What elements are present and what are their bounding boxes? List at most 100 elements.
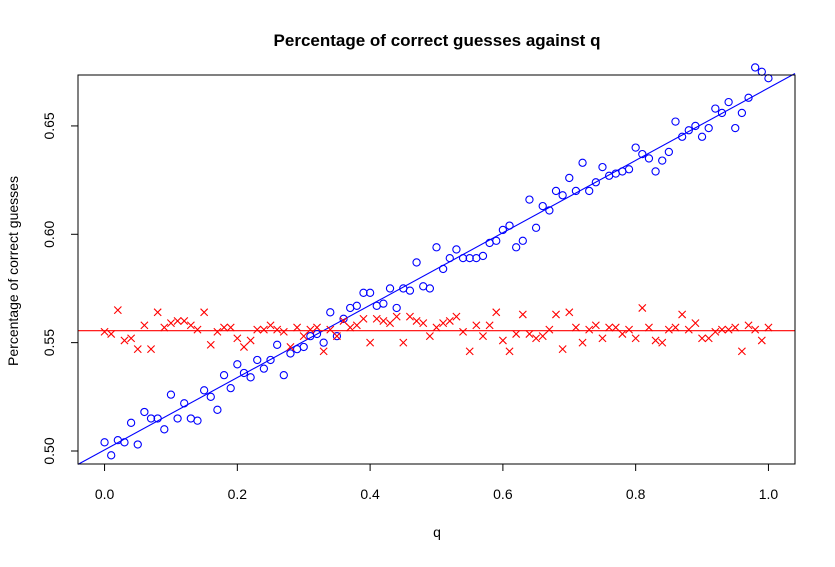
series-0-point — [133, 440, 142, 449]
series-0-point — [299, 342, 308, 352]
series-0-point — [219, 370, 229, 380]
series-1-point — [565, 308, 574, 317]
series-1-point — [233, 334, 242, 343]
cross-stroke — [671, 323, 680, 332]
series-1-point — [392, 312, 401, 321]
cross-stroke — [186, 321, 195, 330]
series-1-point — [737, 347, 746, 356]
series-1-point — [585, 325, 594, 334]
series-1-point — [180, 316, 189, 325]
cross-stroke — [399, 338, 408, 347]
series-0-point — [697, 132, 707, 141]
cross-stroke — [578, 338, 587, 347]
series-1-point — [465, 347, 474, 356]
cross-stroke — [485, 321, 494, 330]
series-0-point — [319, 338, 328, 347]
series-0-point — [326, 308, 335, 317]
series-1-point — [445, 316, 454, 325]
cross-stroke — [386, 319, 395, 328]
cross-stroke — [585, 325, 594, 334]
series-1-point — [386, 319, 395, 328]
cross-stroke — [565, 308, 574, 317]
series-1-point — [591, 321, 600, 330]
series-1-point — [711, 327, 720, 336]
x-tick-label: 0.8 — [626, 486, 646, 502]
cross-stroke — [359, 314, 368, 323]
series-0-point — [425, 284, 435, 293]
series-1-point — [578, 338, 587, 347]
series-0-point — [120, 438, 129, 447]
series-1-point — [618, 329, 627, 338]
series-1-point — [120, 336, 129, 345]
data-points — [100, 63, 773, 460]
cross-stroke — [744, 321, 753, 330]
fit-line-0 — [77, 73, 796, 465]
chart-title: Percentage of correct guesses against q — [274, 31, 601, 50]
series-1-point — [213, 327, 222, 336]
series-1-point — [717, 325, 726, 334]
cross-stroke — [226, 323, 235, 332]
cross-stroke — [439, 319, 448, 328]
series-0-point — [233, 360, 242, 369]
series-1-point — [644, 323, 653, 332]
cross-stroke — [405, 312, 414, 321]
cross-stroke — [644, 323, 653, 332]
cross-stroke — [153, 308, 162, 317]
cross-stroke — [751, 325, 760, 334]
cross-stroke — [160, 323, 169, 332]
series-0-point — [266, 355, 275, 365]
cross-stroke — [691, 319, 700, 328]
cross-stroke — [532, 334, 541, 343]
series-1-point — [485, 321, 494, 330]
series-0-point — [452, 245, 461, 254]
cross-stroke — [352, 321, 361, 330]
series-1-point — [631, 334, 640, 343]
series-1-point — [498, 336, 507, 345]
y-tick-label: 0.55 — [41, 329, 57, 356]
series-0-point — [492, 236, 501, 245]
series-0-point — [757, 67, 766, 76]
series-1-point — [405, 312, 414, 321]
series-1-point — [638, 303, 647, 312]
series-0-point — [146, 414, 156, 423]
series-1-point — [425, 332, 434, 341]
series-0-point — [684, 126, 693, 135]
cross-stroke — [704, 334, 713, 343]
series-0-point — [585, 186, 594, 196]
series-0-point — [704, 123, 713, 133]
series-0-point — [352, 301, 361, 310]
cross-stroke — [591, 321, 600, 330]
y-tick-label: 0.60 — [41, 220, 57, 247]
series-0-point — [558, 191, 567, 200]
x-tick-label: 0.2 — [228, 486, 248, 502]
series-0-point — [140, 407, 149, 417]
series-1-point — [299, 332, 308, 341]
series-1-point — [173, 316, 182, 325]
series-1-point — [319, 347, 328, 356]
cross-stroke — [492, 308, 501, 317]
cross-stroke — [166, 319, 175, 328]
cross-stroke — [478, 332, 487, 341]
series-0-point — [365, 288, 375, 297]
series-0-point — [598, 162, 607, 172]
cross-stroke — [452, 312, 461, 321]
cross-stroke — [319, 347, 328, 356]
series-0-point — [239, 368, 249, 378]
fit-lines — [77, 73, 796, 465]
series-0-point — [359, 288, 368, 297]
cross-stroke — [147, 345, 156, 354]
series-1-point — [113, 306, 122, 315]
cross-stroke — [372, 314, 381, 323]
series-1-point — [439, 319, 448, 328]
cross-stroke — [133, 345, 142, 354]
series-1-point — [545, 325, 554, 334]
series-1-point — [147, 345, 156, 354]
cross-stroke — [366, 338, 375, 347]
series-1-point — [166, 319, 175, 328]
series-0-point — [385, 284, 395, 293]
series-1-point — [372, 314, 381, 323]
cross-stroke — [326, 325, 335, 334]
series-0-point — [638, 149, 647, 159]
cross-stroke — [684, 325, 693, 334]
series-0-point — [751, 63, 760, 72]
